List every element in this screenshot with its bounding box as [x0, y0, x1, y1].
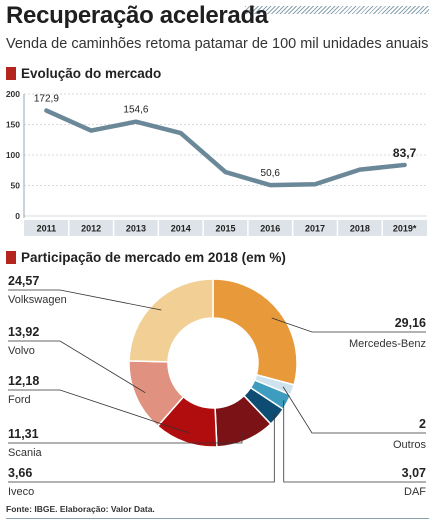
y-tick-label: 100: [6, 150, 20, 160]
data-label: 83,7: [393, 146, 417, 160]
slice-name-label: Scania: [8, 447, 43, 459]
donut-chart-slices: [128, 278, 298, 448]
slice-value-label: 11,31: [8, 427, 39, 441]
leader-line: [8, 389, 189, 434]
y-tick-label: 150: [6, 120, 20, 130]
x-tick-label: 2014: [171, 224, 191, 234]
section-heading-market: Evolução do mercado: [6, 66, 161, 81]
line-chart-x-axis-band: [24, 220, 427, 236]
section-heading-market-text: Evolução do mercado: [21, 66, 162, 81]
line-chart-data-labels: 172,9 154,6 50,6 83,7: [34, 94, 417, 180]
slice-name-label: Volvo: [8, 345, 35, 357]
data-label: 50,6: [261, 168, 281, 179]
leader-line: [8, 431, 243, 444]
page-title: Recuperação acelerada: [6, 2, 268, 29]
slice-name-label: Mercedes-Benz: [349, 338, 426, 350]
slice-value-label: 13,92: [8, 325, 39, 339]
header-hatch-decoration: [245, 6, 429, 14]
line-chart-series: [44, 108, 407, 188]
slice-name-label: DAF: [404, 486, 426, 498]
leader-line: [271, 317, 426, 333]
x-axis-band: [24, 220, 427, 236]
slice-name-label: Outros: [393, 439, 427, 451]
leader-line: [8, 414, 275, 483]
slice-value-label: 29,16: [395, 316, 426, 330]
donut-chart: 29,16 Mercedes-Benz 2 Outros 3,07 DAF 3,66 Ivec…: [8, 275, 426, 498]
x-tick-label: 2016: [260, 224, 280, 234]
bottom-rule: [6, 518, 429, 519]
x-tick-label: 2011: [37, 224, 57, 234]
donut-slice: [212, 278, 298, 386]
leader-line: [8, 340, 146, 394]
line-chart-x-ticks: 2011 2012 2013 2014 2015 2016 2017 2018 2019*: [37, 224, 417, 234]
x-tick-label: 2015: [215, 224, 235, 234]
slice-value-label: 12,18: [8, 374, 39, 388]
section-heading-share: Participação de mercado em 2018 (em %): [6, 250, 286, 265]
leader-line: [283, 400, 426, 483]
y-tick-label: 50: [11, 181, 21, 191]
x-tick-label: 2019*: [393, 224, 417, 234]
donut-slice: [128, 278, 214, 363]
donut-chart-leader-lines: [8, 289, 426, 483]
source-note: Fonte: IBGE. Elaboração: Valor Data.: [6, 504, 155, 514]
slice-value-label: 3,07: [402, 466, 426, 480]
data-label: 154,6: [123, 105, 148, 116]
x-tick-label: 2013: [126, 224, 146, 234]
line-chart-y-ticks: 0 50 100 150 200: [6, 89, 20, 221]
y-tick-label: 0: [15, 211, 20, 221]
slice-name-label: Iveco: [8, 486, 34, 498]
slice-name-label: Volkswagen: [8, 294, 67, 306]
x-tick-label: 2018: [350, 224, 370, 234]
x-tick-label: 2012: [81, 224, 101, 234]
line-chart-grid: [23, 93, 427, 218]
section-heading-share-text: Participação de mercado em 2018 (em %): [21, 250, 286, 265]
donut-chart-labels: 29,16 Mercedes-Benz 2 Outros 3,07 DAF 3,66 Ivec…: [8, 275, 426, 498]
slice-name-label: Ford: [8, 394, 31, 406]
page-subtitle: Venda de caminhões retoma patamar de 100…: [6, 36, 429, 52]
data-label: 172,9: [34, 94, 59, 105]
leader-line: [282, 386, 426, 434]
series-line: [44, 108, 407, 188]
slice-value-label: 3,66: [8, 466, 32, 480]
leader-line: [8, 289, 162, 311]
slice-value-label: 2: [419, 417, 426, 431]
slice-value-label: 24,57: [8, 275, 39, 288]
section-square-icon: [6, 67, 16, 80]
y-tick-label: 200: [6, 89, 20, 99]
section-square-icon: [6, 251, 16, 264]
x-tick-label: 2017: [305, 224, 325, 234]
